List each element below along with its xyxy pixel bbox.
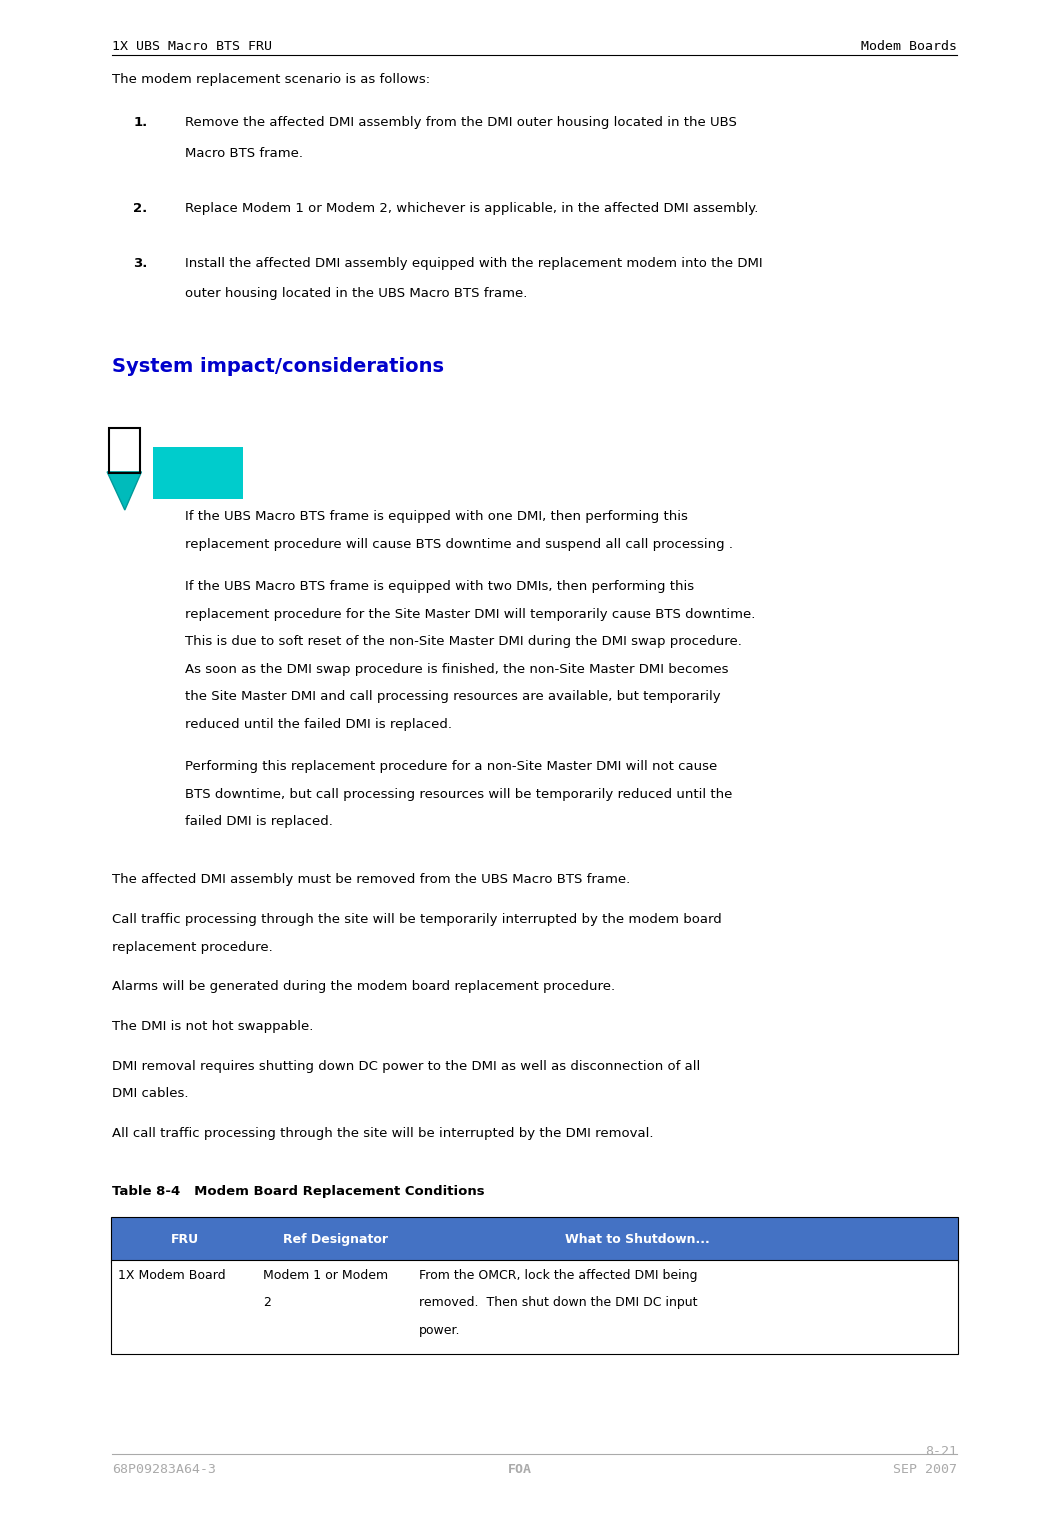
Text: SEP 2007: SEP 2007 [892, 1463, 957, 1477]
Text: Performing this replacement procedure for a non-Site Master DMI will not cause: Performing this replacement procedure fo… [185, 760, 718, 774]
Text: Call traffic processing through the site will be temporarily interrupted by the : Call traffic processing through the site… [112, 913, 722, 927]
Text: If the UBS Macro BTS frame is equipped with one DMI, then performing this: If the UBS Macro BTS frame is equipped w… [185, 510, 688, 524]
Text: DMI removal requires shutting down DC power to the DMI as well as disconnection : DMI removal requires shutting down DC po… [112, 1060, 701, 1073]
Text: What to Shutdown...: What to Shutdown... [565, 1234, 710, 1246]
Text: All call traffic processing through the site will be interrupted by the DMI remo: All call traffic processing through the … [112, 1127, 654, 1141]
Text: reduced until the failed DMI is replaced.: reduced until the failed DMI is replaced… [185, 718, 452, 731]
Text: replacement procedure.: replacement procedure. [112, 941, 274, 954]
Text: As soon as the DMI swap procedure is finished, the non-Site Master DMI becomes: As soon as the DMI swap procedure is fin… [185, 663, 729, 676]
Text: If the UBS Macro BTS frame is equipped with two DMIs, then performing this: If the UBS Macro BTS frame is equipped w… [185, 580, 695, 594]
Text: From the OMCR, lock the affected DMI being: From the OMCR, lock the affected DMI bei… [419, 1269, 698, 1283]
Text: The DMI is not hot swappable.: The DMI is not hot swappable. [112, 1020, 314, 1034]
Text: 2: 2 [263, 1296, 271, 1310]
Text: System impact/considerations: System impact/considerations [112, 357, 444, 376]
FancyBboxPatch shape [153, 447, 243, 499]
Text: failed DMI is replaced.: failed DMI is replaced. [185, 815, 333, 829]
FancyBboxPatch shape [111, 1217, 958, 1263]
Text: Install the affected DMI assembly equipped with the replacement modem into the D: Install the affected DMI assembly equipp… [185, 257, 762, 270]
Text: BTS downtime, but call processing resources will be temporarily reduced until th: BTS downtime, but call processing resour… [185, 788, 732, 802]
Text: The modem replacement scenario is as follows:: The modem replacement scenario is as fol… [112, 73, 431, 87]
Text: 3.: 3. [133, 257, 148, 270]
Text: This is due to soft reset of the non-Site Master DMI during the DMI swap procedu: This is due to soft reset of the non-Sit… [185, 635, 742, 649]
Text: Ref Designator: Ref Designator [284, 1234, 388, 1246]
Text: Alarms will be generated during the modem board replacement procedure.: Alarms will be generated during the mode… [112, 980, 616, 994]
Text: 8-21: 8-21 [925, 1445, 957, 1458]
Text: NOTE: NOTE [175, 466, 222, 481]
Text: 1X Modem Board: 1X Modem Board [118, 1269, 225, 1283]
Text: Table 8-4   Modem Board Replacement Conditions: Table 8-4 Modem Board Replacement Condit… [112, 1185, 485, 1199]
Text: Macro BTS frame.: Macro BTS frame. [185, 147, 303, 160]
Text: outer housing located in the UBS Macro BTS frame.: outer housing located in the UBS Macro B… [185, 287, 527, 301]
Text: Replace Modem 1 or Modem 2, whichever is applicable, in the affected DMI assembl: Replace Modem 1 or Modem 2, whichever is… [185, 202, 758, 215]
Text: 1X UBS Macro BTS FRU: 1X UBS Macro BTS FRU [112, 40, 272, 53]
Text: the Site Master DMI and call processing resources are available, but temporarily: the Site Master DMI and call processing … [185, 690, 721, 704]
Text: Modem 1 or Modem: Modem 1 or Modem [263, 1269, 388, 1283]
Text: power.: power. [419, 1324, 461, 1338]
Polygon shape [107, 472, 141, 510]
Text: The affected DMI assembly must be removed from the UBS Macro BTS frame.: The affected DMI assembly must be remove… [112, 873, 630, 887]
FancyBboxPatch shape [111, 1260, 958, 1354]
Text: 1.: 1. [133, 116, 148, 130]
Text: replacement procedure for the Site Master DMI will temporarily cause BTS downtim: replacement procedure for the Site Maste… [185, 608, 755, 621]
Text: DMI cables.: DMI cables. [112, 1087, 189, 1101]
Text: removed.  Then shut down the DMI DC input: removed. Then shut down the DMI DC input [419, 1296, 698, 1310]
Text: Modem Boards: Modem Boards [861, 40, 957, 53]
Text: 68P09283A64-3: 68P09283A64-3 [112, 1463, 216, 1477]
Text: 2.: 2. [133, 202, 148, 215]
Text: Remove the affected DMI assembly from the DMI outer housing located in the UBS: Remove the affected DMI assembly from th… [185, 116, 737, 130]
Text: FOA: FOA [508, 1463, 532, 1477]
Text: FRU: FRU [171, 1234, 200, 1246]
Text: replacement procedure will cause BTS downtime and suspend all call processing .: replacement procedure will cause BTS dow… [185, 538, 733, 551]
